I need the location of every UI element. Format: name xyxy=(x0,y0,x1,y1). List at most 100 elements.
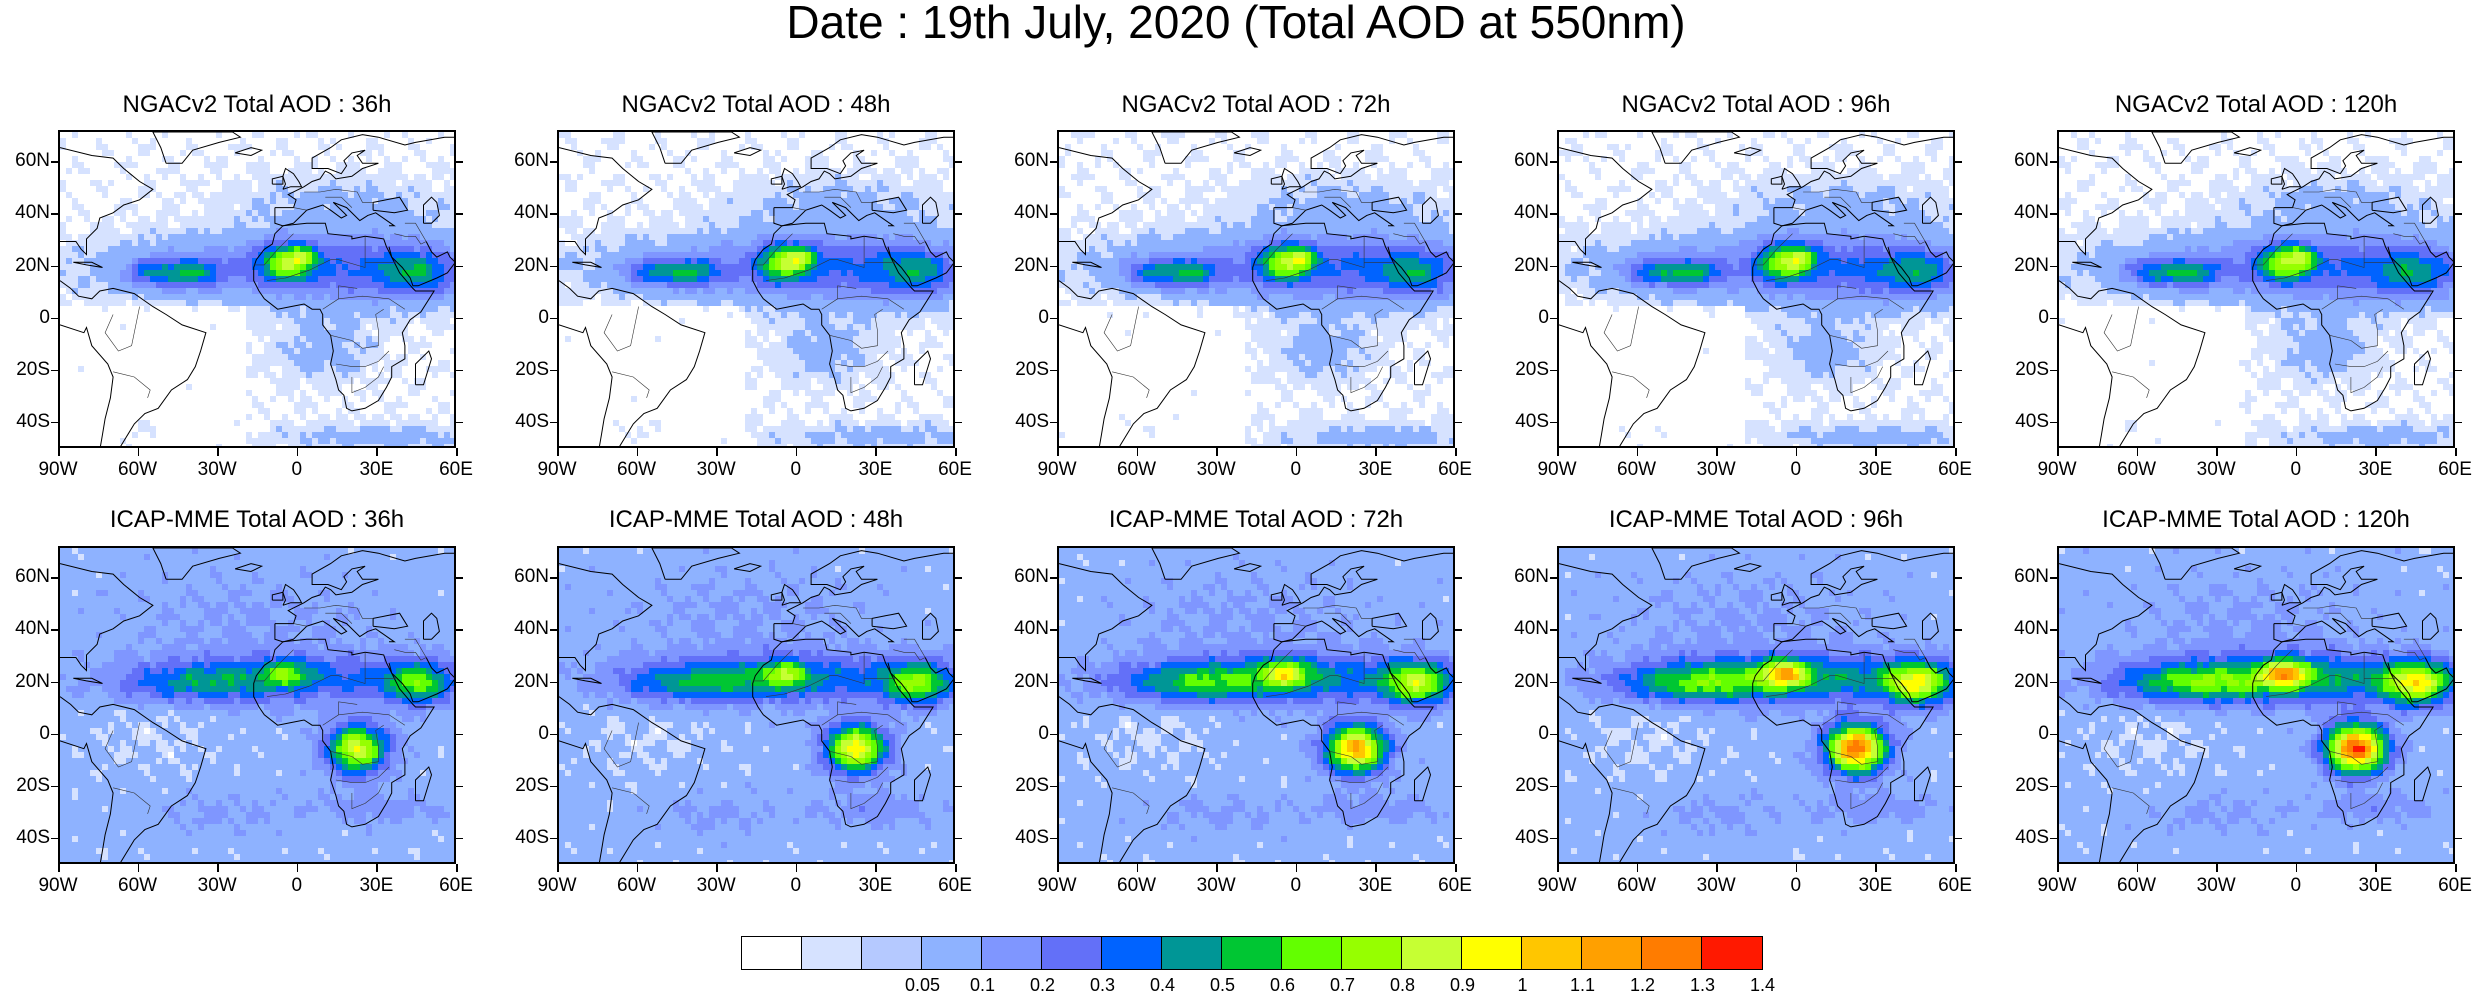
aod-cell xyxy=(330,312,336,318)
aod-cell xyxy=(925,438,931,444)
aod-cell xyxy=(114,234,120,240)
aod-cell xyxy=(1431,228,1437,234)
aod-map xyxy=(1057,130,1455,448)
aod-cell xyxy=(432,270,438,276)
aod-cell xyxy=(144,222,150,228)
aod-cell xyxy=(1245,204,1251,210)
aod-cell xyxy=(1287,174,1293,180)
aod-cell xyxy=(312,258,318,264)
aod-cell xyxy=(372,264,378,270)
aod-cell xyxy=(895,432,901,438)
aod-cell xyxy=(1203,180,1209,186)
aod-cell xyxy=(625,186,631,192)
aod-cell xyxy=(637,288,643,294)
aod-cell xyxy=(1389,186,1395,192)
aod-cell xyxy=(438,216,444,222)
aod-cell xyxy=(691,258,697,264)
aod-cell xyxy=(769,246,775,252)
aod-cell xyxy=(1365,204,1371,210)
aod-cell xyxy=(186,138,192,144)
aod-cell xyxy=(829,420,835,426)
aod-cell xyxy=(1173,210,1179,216)
aod-cell xyxy=(841,444,847,448)
aod-cell xyxy=(300,234,306,240)
aod-cell xyxy=(258,234,264,240)
aod-cell xyxy=(144,228,150,234)
aod-cell xyxy=(901,360,907,366)
aod-cell xyxy=(1431,192,1437,198)
aod-cell xyxy=(649,240,655,246)
aod-cell xyxy=(186,276,192,282)
aod-cell xyxy=(637,240,643,246)
aod-cell xyxy=(751,228,757,234)
aod-cell xyxy=(222,192,228,198)
aod-cell xyxy=(288,342,294,348)
aod-cell xyxy=(450,348,456,354)
aod-cell xyxy=(1179,210,1185,216)
aod-cell xyxy=(294,240,300,246)
aod-cell xyxy=(372,354,378,360)
aod-cell xyxy=(72,156,78,162)
aod-cell xyxy=(871,342,877,348)
aod-cell xyxy=(889,282,895,288)
aod-cell xyxy=(757,234,763,240)
aod-cell xyxy=(384,186,390,192)
aod-cell xyxy=(366,174,372,180)
aod-cell xyxy=(589,240,595,246)
aod-cell xyxy=(66,168,72,174)
aod-cell xyxy=(288,312,294,318)
aod-cell xyxy=(943,354,949,360)
aod-cell xyxy=(841,270,847,276)
aod-cell xyxy=(913,306,919,312)
aod-cell xyxy=(757,354,763,360)
aod-cell xyxy=(661,210,667,216)
aod-cell xyxy=(408,438,414,444)
aod-cell xyxy=(444,288,450,294)
aod-cell xyxy=(907,444,913,448)
aod-cell xyxy=(889,342,895,348)
aod-cell xyxy=(613,216,619,222)
aod-cell xyxy=(871,426,877,432)
aod-cell xyxy=(294,288,300,294)
aod-cell xyxy=(757,366,763,372)
aod-cell xyxy=(396,438,402,444)
aod-cell xyxy=(943,210,949,216)
aod-cell xyxy=(583,198,589,204)
aod-cell xyxy=(426,282,432,288)
aod-cell xyxy=(1215,174,1221,180)
aod-cell xyxy=(607,252,613,258)
aod-cell xyxy=(655,264,661,270)
aod-cell xyxy=(853,330,859,336)
aod-cell xyxy=(721,294,727,300)
aod-cell xyxy=(300,324,306,330)
aod-cell xyxy=(733,210,739,216)
aod-cell xyxy=(697,138,703,144)
aod-cell xyxy=(925,138,931,144)
aod-cell xyxy=(607,294,613,300)
aod-cell xyxy=(66,240,72,246)
aod-cell xyxy=(613,228,619,234)
aod-cell xyxy=(1419,228,1425,234)
aod-cell xyxy=(366,438,372,444)
aod-cell xyxy=(60,270,66,276)
aod-cell xyxy=(721,234,727,240)
aod-cell xyxy=(1257,204,1263,210)
latitude-tick xyxy=(955,161,962,163)
aod-cell xyxy=(949,240,955,246)
aod-cell xyxy=(204,210,210,216)
aod-cell xyxy=(96,186,102,192)
aod-cell xyxy=(222,186,228,192)
aod-cell xyxy=(312,384,318,390)
aod-cell xyxy=(330,228,336,234)
longitude-label: 60E xyxy=(426,460,486,480)
aod-cell xyxy=(240,204,246,210)
country-border xyxy=(612,372,649,398)
aod-cell xyxy=(444,234,450,240)
aod-cell xyxy=(889,276,895,282)
aod-cell xyxy=(264,162,270,168)
aod-cell xyxy=(565,216,571,222)
aod-cell xyxy=(372,258,378,264)
aod-cell xyxy=(895,156,901,162)
aod-cell xyxy=(835,240,841,246)
aod-cell xyxy=(306,162,312,168)
